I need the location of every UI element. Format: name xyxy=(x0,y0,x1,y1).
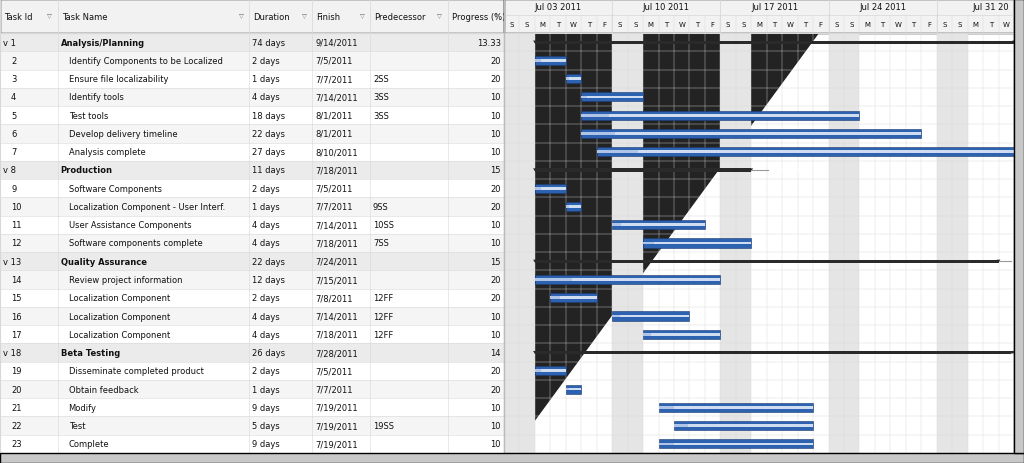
FancyBboxPatch shape xyxy=(0,435,504,453)
FancyBboxPatch shape xyxy=(0,380,504,398)
Text: 8/10/2011: 8/10/2011 xyxy=(315,148,358,157)
Text: 7: 7 xyxy=(11,148,16,157)
Text: S: S xyxy=(850,22,854,28)
FancyBboxPatch shape xyxy=(0,143,504,162)
Text: 2 days: 2 days xyxy=(252,367,280,375)
Text: Jul 03 2011: Jul 03 2011 xyxy=(535,4,582,13)
Text: 10: 10 xyxy=(490,112,501,120)
Text: 7/19/2011: 7/19/2011 xyxy=(315,421,358,430)
FancyBboxPatch shape xyxy=(582,133,922,136)
Text: Ensure file localizability: Ensure file localizability xyxy=(69,75,168,84)
Text: 20: 20 xyxy=(490,202,501,212)
Text: 15: 15 xyxy=(490,166,501,175)
Text: 13.33: 13.33 xyxy=(477,38,501,48)
FancyBboxPatch shape xyxy=(643,242,654,245)
Text: 10: 10 xyxy=(490,312,501,321)
FancyBboxPatch shape xyxy=(674,424,688,427)
Text: 23: 23 xyxy=(11,439,22,448)
Text: Obtain feedback: Obtain feedback xyxy=(69,385,138,394)
FancyBboxPatch shape xyxy=(582,96,588,99)
FancyBboxPatch shape xyxy=(0,107,504,125)
Text: 12 days: 12 days xyxy=(252,275,286,284)
Text: 7/24/2011: 7/24/2011 xyxy=(315,257,358,266)
Text: 10: 10 xyxy=(11,202,22,212)
Polygon shape xyxy=(504,0,844,463)
Text: 10: 10 xyxy=(490,330,501,339)
FancyBboxPatch shape xyxy=(0,34,504,52)
Text: S: S xyxy=(835,22,839,28)
Text: 9 days: 9 days xyxy=(252,403,280,412)
FancyBboxPatch shape xyxy=(0,344,504,362)
Text: 7/5/2011: 7/5/2011 xyxy=(315,184,352,193)
Text: S: S xyxy=(525,22,529,28)
Text: 11: 11 xyxy=(11,221,22,230)
Text: ▽: ▽ xyxy=(437,14,442,19)
Text: 7/15/2011: 7/15/2011 xyxy=(315,275,358,284)
Text: Quality Assurance: Quality Assurance xyxy=(60,257,146,266)
FancyBboxPatch shape xyxy=(566,385,582,394)
Text: Analysis/Planning: Analysis/Planning xyxy=(60,38,144,48)
FancyBboxPatch shape xyxy=(628,34,643,453)
FancyBboxPatch shape xyxy=(612,221,705,230)
Text: Complete: Complete xyxy=(69,439,110,448)
Text: S: S xyxy=(617,22,623,28)
Text: W: W xyxy=(895,22,901,28)
Text: 7/7/2011: 7/7/2011 xyxy=(315,385,353,394)
Text: Localization Component: Localization Component xyxy=(69,312,170,321)
FancyBboxPatch shape xyxy=(658,443,674,445)
Text: Project Manager: Project Manager xyxy=(1014,348,1024,357)
Text: 21: 21 xyxy=(11,403,22,412)
FancyBboxPatch shape xyxy=(535,369,566,372)
FancyBboxPatch shape xyxy=(0,271,504,289)
FancyBboxPatch shape xyxy=(612,315,620,318)
Text: Identify Components to be Localized: Identify Components to be Localized xyxy=(69,57,222,66)
Text: 1 days: 1 days xyxy=(252,202,280,212)
Text: M: M xyxy=(756,22,762,28)
FancyBboxPatch shape xyxy=(566,206,582,208)
FancyBboxPatch shape xyxy=(582,93,643,102)
Text: T: T xyxy=(665,22,669,28)
Text: 9 days: 9 days xyxy=(252,439,280,448)
Text: Task Id: Task Id xyxy=(4,13,33,21)
Text: 4 days: 4 days xyxy=(252,330,280,339)
Text: 7/14/2011: 7/14/2011 xyxy=(315,221,358,230)
Text: Localization Component - User Interf.: Localization Component - User Interf. xyxy=(69,202,225,212)
Text: 10: 10 xyxy=(490,130,501,138)
Text: T: T xyxy=(989,22,993,28)
Text: v 8: v 8 xyxy=(3,166,16,175)
FancyBboxPatch shape xyxy=(0,70,504,88)
Text: T: T xyxy=(587,22,591,28)
Text: M: M xyxy=(540,22,546,28)
Text: 10: 10 xyxy=(490,421,501,430)
Text: S: S xyxy=(726,22,730,28)
Text: 18 days: 18 days xyxy=(252,112,286,120)
Text: 20: 20 xyxy=(490,57,501,66)
Text: M: M xyxy=(648,22,653,28)
FancyBboxPatch shape xyxy=(535,184,566,194)
Text: Jul 24 2011: Jul 24 2011 xyxy=(859,4,906,13)
Text: User Assistance Components: User Assistance Components xyxy=(69,221,191,230)
FancyBboxPatch shape xyxy=(535,367,566,375)
FancyBboxPatch shape xyxy=(0,216,504,234)
Text: Localization Component: Localization Component xyxy=(69,294,170,303)
FancyBboxPatch shape xyxy=(535,279,720,282)
Text: Modify: Modify xyxy=(69,403,96,412)
Text: F: F xyxy=(602,22,606,28)
Text: 2: 2 xyxy=(11,57,16,66)
Text: Jul 17 2011: Jul 17 2011 xyxy=(751,4,798,13)
FancyBboxPatch shape xyxy=(582,112,859,120)
Text: T: T xyxy=(911,22,915,28)
Text: F: F xyxy=(711,22,715,28)
FancyBboxPatch shape xyxy=(0,234,504,253)
Text: Progress (%): Progress (%) xyxy=(452,13,505,21)
Text: T: T xyxy=(556,22,560,28)
FancyBboxPatch shape xyxy=(566,388,569,391)
Text: 2 days: 2 days xyxy=(252,57,280,66)
Text: 7/28/2011: 7/28/2011 xyxy=(315,348,358,357)
Text: M: M xyxy=(973,22,978,28)
FancyBboxPatch shape xyxy=(535,56,566,66)
Text: Software components complete: Software components complete xyxy=(69,239,203,248)
Text: 7SS: 7SS xyxy=(373,239,389,248)
Text: 7/18/2011: 7/18/2011 xyxy=(315,239,358,248)
